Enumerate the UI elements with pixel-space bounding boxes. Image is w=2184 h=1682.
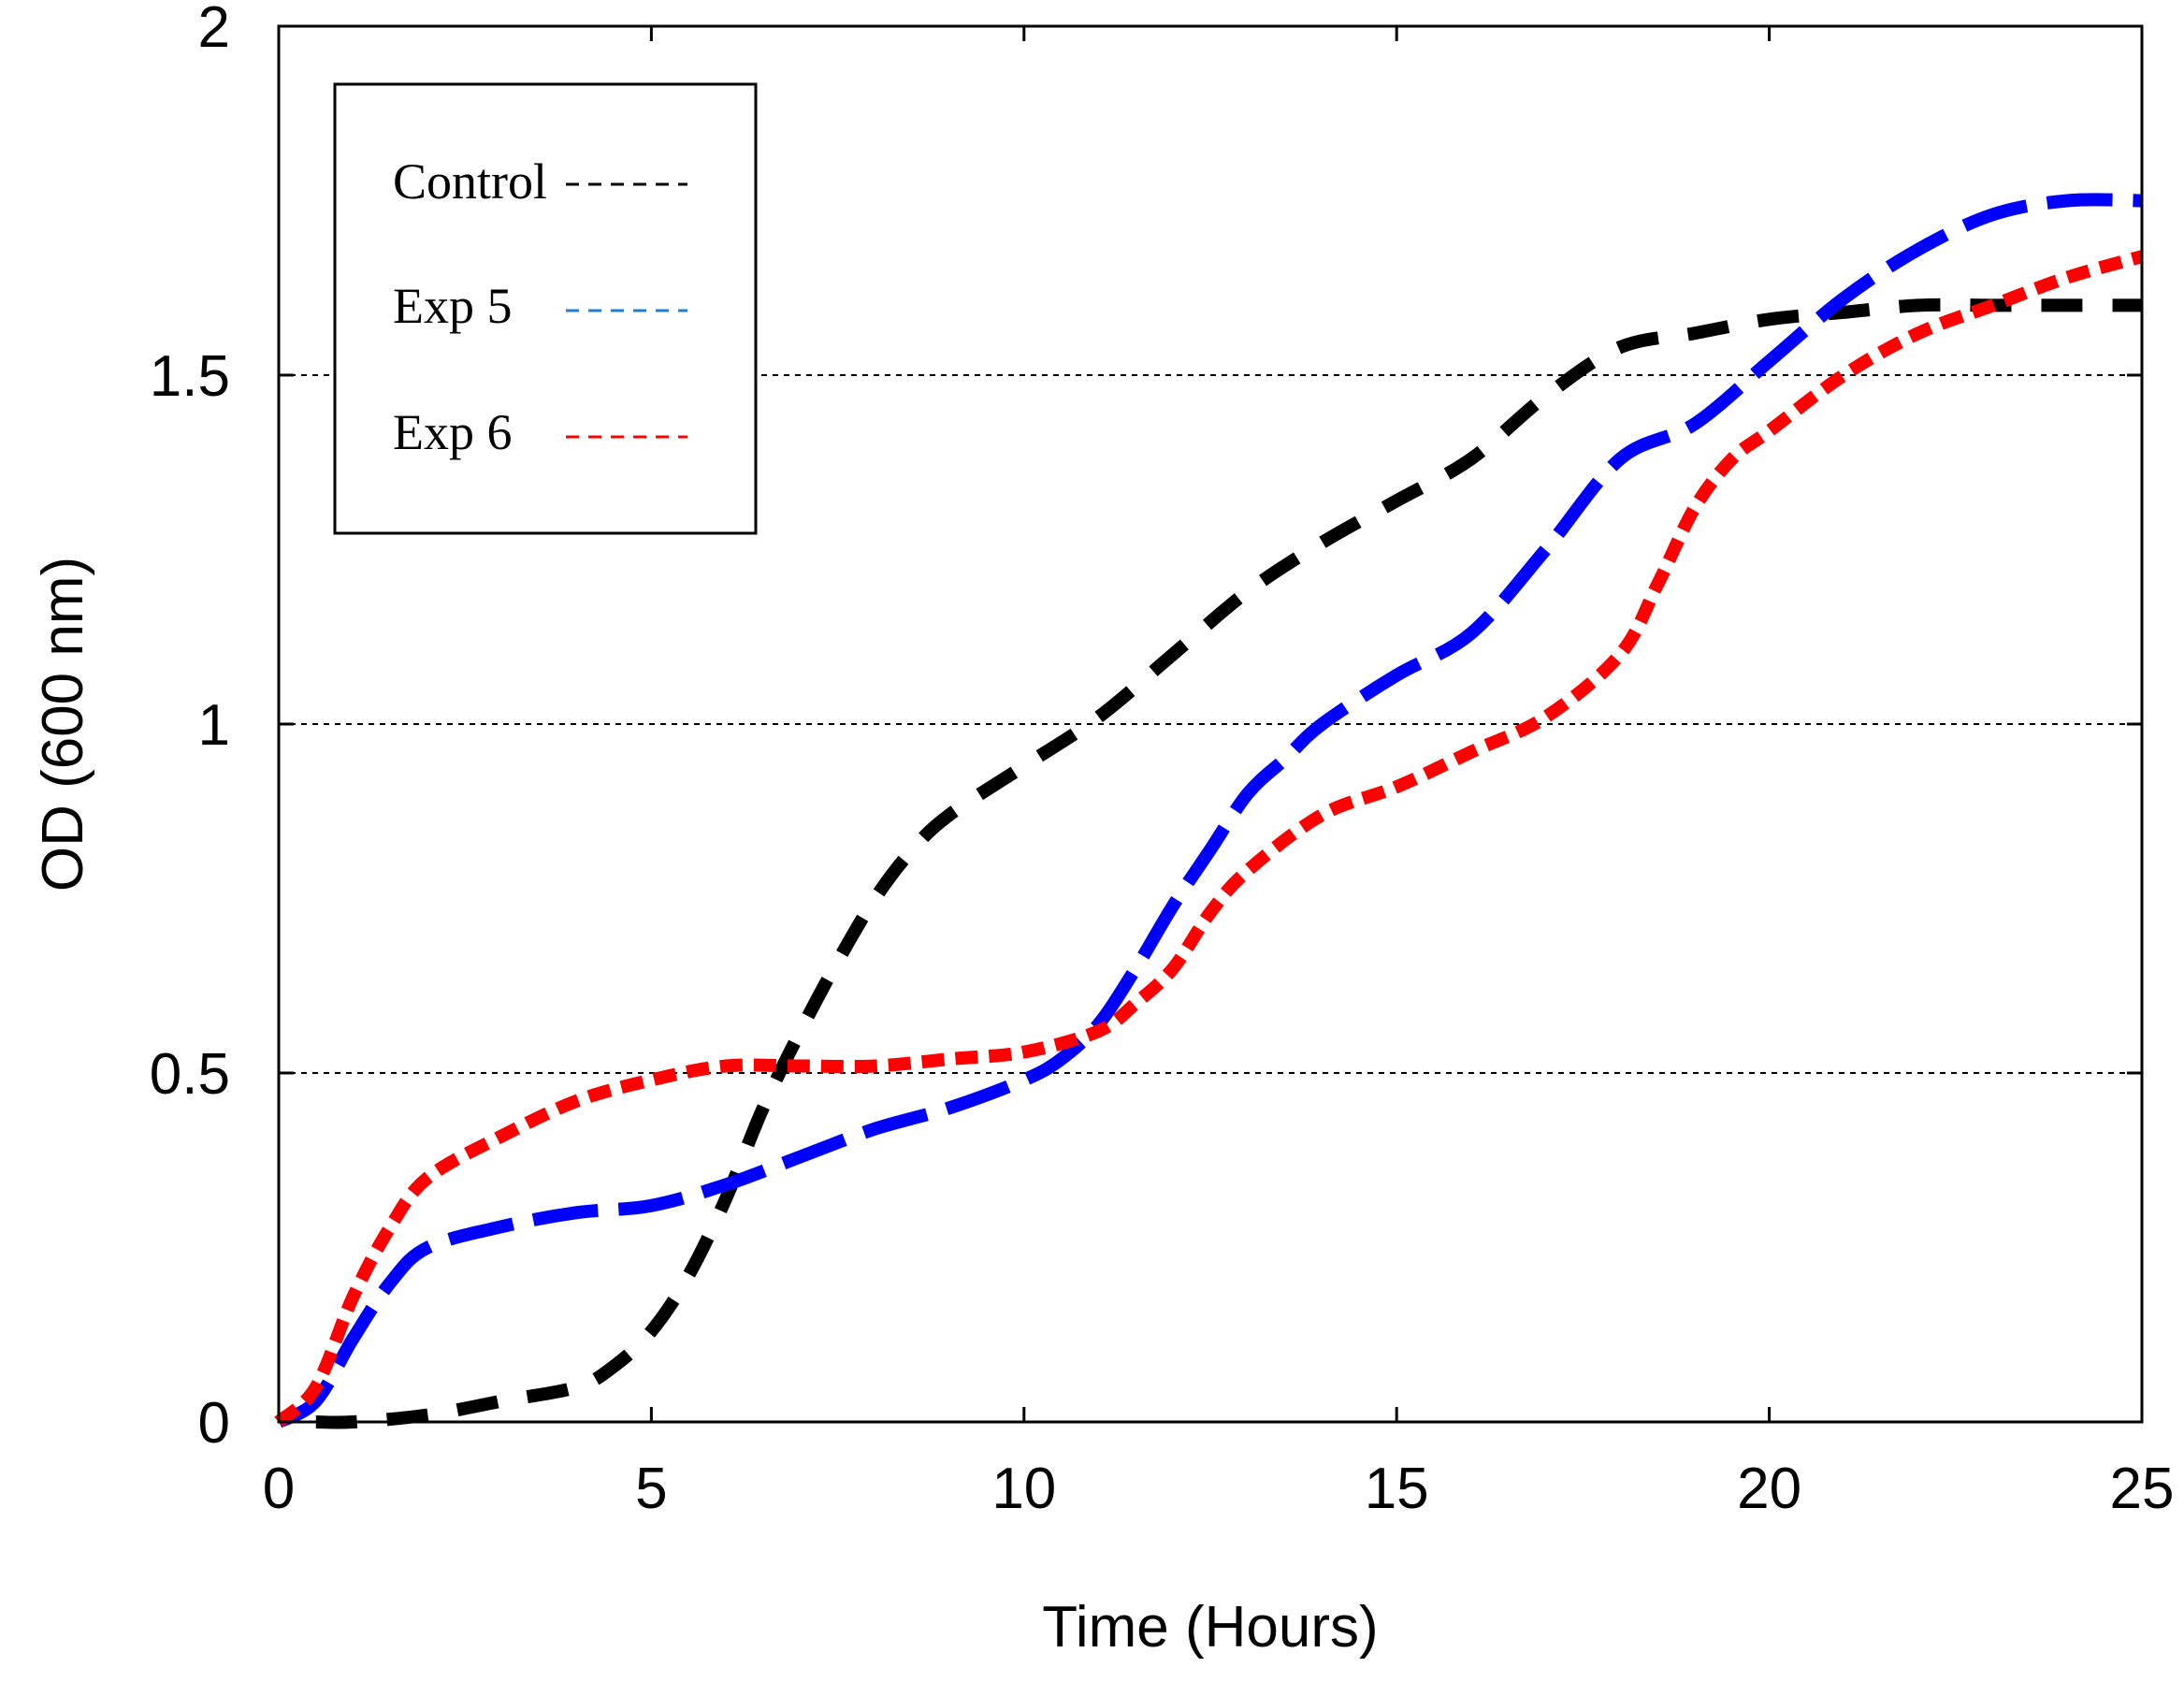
legend-label-exp6: Exp 6 [393, 404, 513, 460]
legend-label-exp5: Exp 5 [393, 278, 513, 334]
legend: Control Exp 5 Exp 6 [333, 82, 758, 535]
x-tick-label-0: 0 [263, 1457, 295, 1521]
y-tick-label-0: 0 [198, 1391, 230, 1456]
y-tick-label-3: 1.5 [150, 344, 230, 409]
series-lines [274, 193, 2144, 1429]
series-line-control [315, 297, 2142, 1429]
x-axis-title: Time (Hours) [1042, 1595, 1378, 1660]
x-tick-label-5: 25 [2110, 1457, 2175, 1521]
y-tick-label-1: 0.5 [150, 1042, 230, 1107]
x-tick-label-4: 20 [1737, 1457, 1801, 1521]
y-axis-title: OD (600 nm) [31, 557, 95, 892]
legend-label-control: Control [393, 153, 547, 210]
y-tick-label-2: 1 [198, 693, 230, 758]
y-tick-label-4: 2 [198, 0, 230, 60]
legend-box [333, 82, 758, 535]
series-line-exp5 [275, 193, 2143, 1428]
axis-ticks: 00.511.520 5 10 15 20 25 [150, 0, 2175, 1521]
x-tick-label-2: 10 [991, 1457, 1056, 1521]
x-tick-label-1: 5 [635, 1457, 667, 1521]
x-tick-label-3: 15 [1365, 1457, 1429, 1521]
series-line-exp6 [274, 250, 2144, 1428]
